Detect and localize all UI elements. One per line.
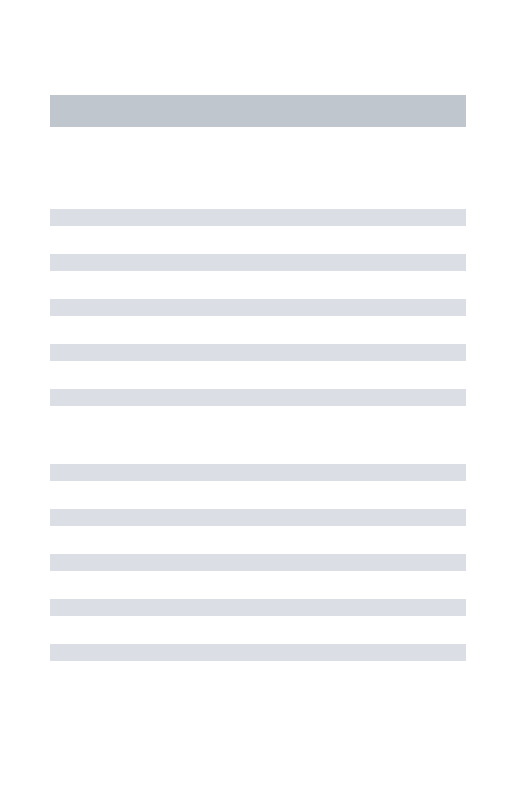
skeleton-container xyxy=(0,95,516,661)
text-line-placeholder xyxy=(50,509,466,526)
text-line-placeholder xyxy=(50,344,466,361)
paragraph-2 xyxy=(50,464,466,661)
paragraph-1 xyxy=(50,209,466,406)
section-spacer xyxy=(50,434,466,464)
text-line-placeholder xyxy=(50,599,466,616)
text-line-placeholder xyxy=(50,254,466,271)
text-line-placeholder xyxy=(50,464,466,481)
text-line-placeholder xyxy=(50,209,466,226)
text-line-placeholder xyxy=(50,644,466,661)
text-line-placeholder xyxy=(50,554,466,571)
title-placeholder xyxy=(50,95,466,127)
text-line-placeholder xyxy=(50,299,466,316)
text-line-placeholder xyxy=(50,389,466,406)
